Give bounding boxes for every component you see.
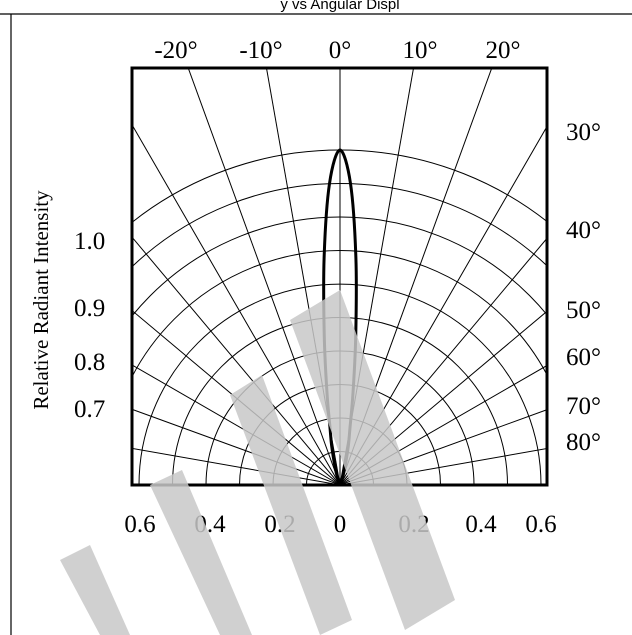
angular-grid-spoke [339,364,547,485]
angle-label-top: 20° [486,37,521,64]
angle-label-right: 30° [566,119,601,146]
radial-label-left: 0.9 [74,295,105,322]
angular-grid-spoke [132,408,341,485]
radial-label-left: 0.8 [74,349,105,376]
angular-grid-spoke [339,310,547,485]
plot-frame [130,66,549,487]
bottom-axis-label: 0.6 [525,511,556,538]
radial-label-left: 1.0 [74,228,105,255]
bottom-axis-label: 0.6 [124,511,155,538]
angle-label-top: -10° [239,37,282,64]
angle-label-right: 80° [566,429,601,456]
bottom-axis-label: 0 [334,511,347,538]
bottom-axis-label: 0.4 [465,511,497,538]
angle-label-top: 10° [403,37,438,64]
angle-label-right: 60° [566,344,601,371]
angular-grid-spoke [339,447,547,485]
angular-grid-spoke [339,237,547,485]
angular-grid-spoke [339,409,547,485]
header-caption: y vs Angular Displ [280,0,399,13]
angle-label-right: 70° [566,393,601,420]
angle-label-right: 40° [566,217,601,244]
angle-label-top: 0° [329,37,352,64]
angular-grid-spoke [132,364,341,485]
angle-label-top: -20° [154,37,197,64]
angular-grid-spoke [132,123,341,485]
angular-grid-spoke [187,68,341,485]
angular-grid-spoke [339,68,493,485]
y-axis-label: Relative Radiant Intensity [29,190,53,410]
angle-label-right: 50° [566,297,601,324]
watermark-graphic [60,290,455,635]
angular-grid-spoke [339,125,547,485]
radial-label-left: 0.7 [74,396,105,423]
angular-grid-spoke [132,447,341,485]
